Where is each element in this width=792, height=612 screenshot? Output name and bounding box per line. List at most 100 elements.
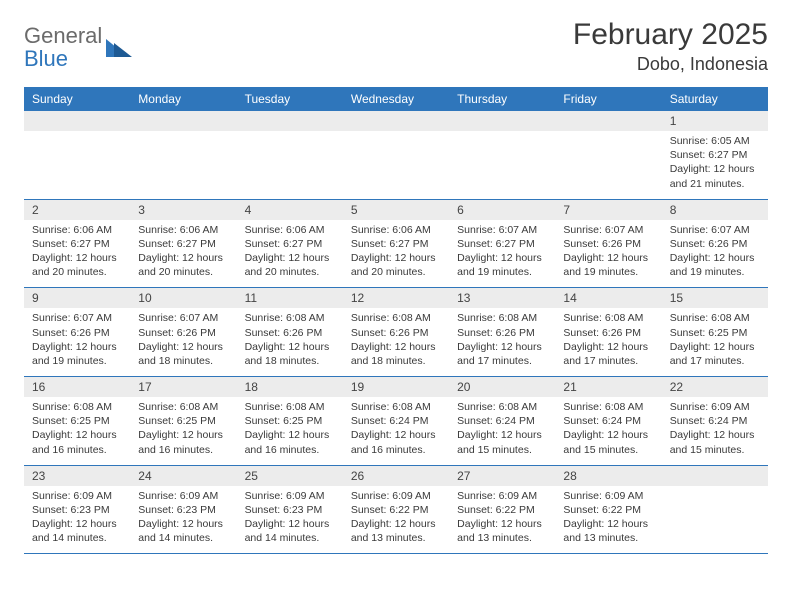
daylight-line: Daylight: 12 hours and 16 minutes. <box>138 428 230 456</box>
page-header: General Blue February 2025 Dobo, Indones… <box>24 18 768 75</box>
day-cell: Sunrise: 6:08 AMSunset: 6:26 PMDaylight:… <box>343 308 449 376</box>
sunset-line: Sunset: 6:27 PM <box>670 148 762 162</box>
weekday-header-row: Sunday Monday Tuesday Wednesday Thursday… <box>24 87 768 111</box>
logo-word-2: Blue <box>24 47 102 70</box>
calendar-grid: Sunday Monday Tuesday Wednesday Thursday… <box>24 87 768 554</box>
sunset-line: Sunset: 6:24 PM <box>351 414 443 428</box>
week-row: 232425262728Sunrise: 6:09 AMSunset: 6:23… <box>24 466 768 555</box>
sunrise-line: Sunrise: 6:06 AM <box>32 223 124 237</box>
day-number <box>343 111 449 131</box>
sunrise-line: Sunrise: 6:08 AM <box>32 400 124 414</box>
day-number: 6 <box>449 200 555 220</box>
logo-text: General Blue <box>24 24 102 70</box>
day-cell: Sunrise: 6:06 AMSunset: 6:27 PMDaylight:… <box>237 220 343 288</box>
sunrise-line: Sunrise: 6:08 AM <box>563 400 655 414</box>
day-number: 2 <box>24 200 130 220</box>
sunrise-line: Sunrise: 6:08 AM <box>670 311 762 325</box>
day-cell: Sunrise: 6:07 AMSunset: 6:26 PMDaylight:… <box>130 308 236 376</box>
day-number: 17 <box>130 377 236 397</box>
week-row: 1Sunrise: 6:05 AMSunset: 6:27 PMDaylight… <box>24 111 768 200</box>
day-cell: Sunrise: 6:07 AMSunset: 6:26 PMDaylight:… <box>662 220 768 288</box>
day-number <box>237 111 343 131</box>
sunrise-line: Sunrise: 6:09 AM <box>138 489 230 503</box>
logo-word-1: General <box>24 24 102 47</box>
sunrise-line: Sunrise: 6:07 AM <box>457 223 549 237</box>
day-cell: Sunrise: 6:09 AMSunset: 6:22 PMDaylight:… <box>343 486 449 554</box>
day-number: 15 <box>662 288 768 308</box>
sunrise-line: Sunrise: 6:08 AM <box>457 311 549 325</box>
day-cell <box>24 131 130 199</box>
day-cell: Sunrise: 6:08 AMSunset: 6:25 PMDaylight:… <box>24 397 130 465</box>
day-cell <box>343 131 449 199</box>
sunset-line: Sunset: 6:27 PM <box>457 237 549 251</box>
sunset-line: Sunset: 6:26 PM <box>138 326 230 340</box>
sunset-line: Sunset: 6:26 PM <box>670 237 762 251</box>
daynum-band: 1 <box>24 111 768 131</box>
sunrise-line: Sunrise: 6:06 AM <box>138 223 230 237</box>
day-number: 12 <box>343 288 449 308</box>
day-cell: Sunrise: 6:05 AMSunset: 6:27 PMDaylight:… <box>662 131 768 199</box>
sunrise-line: Sunrise: 6:07 AM <box>32 311 124 325</box>
sunset-line: Sunset: 6:27 PM <box>351 237 443 251</box>
day-number: 24 <box>130 466 236 486</box>
day-cell: Sunrise: 6:07 AMSunset: 6:27 PMDaylight:… <box>449 220 555 288</box>
day-cell: Sunrise: 6:09 AMSunset: 6:23 PMDaylight:… <box>237 486 343 554</box>
sunset-line: Sunset: 6:27 PM <box>245 237 337 251</box>
sunset-line: Sunset: 6:24 PM <box>457 414 549 428</box>
weeks-container: 1Sunrise: 6:05 AMSunset: 6:27 PMDaylight… <box>24 111 768 554</box>
day-cell: Sunrise: 6:06 AMSunset: 6:27 PMDaylight:… <box>24 220 130 288</box>
day-number: 23 <box>24 466 130 486</box>
daylight-line: Daylight: 12 hours and 20 minutes. <box>351 251 443 279</box>
daylight-line: Daylight: 12 hours and 15 minutes. <box>670 428 762 456</box>
logo-triangle-icon <box>106 37 132 57</box>
sunset-line: Sunset: 6:23 PM <box>138 503 230 517</box>
daylight-line: Daylight: 12 hours and 19 minutes. <box>457 251 549 279</box>
sunset-line: Sunset: 6:25 PM <box>32 414 124 428</box>
sunrise-line: Sunrise: 6:09 AM <box>32 489 124 503</box>
daylight-line: Daylight: 12 hours and 16 minutes. <box>245 428 337 456</box>
month-title: February 2025 <box>573 18 768 52</box>
daylight-line: Daylight: 12 hours and 17 minutes. <box>670 340 762 368</box>
daylight-line: Daylight: 12 hours and 20 minutes. <box>32 251 124 279</box>
day-cell <box>662 486 768 554</box>
daylight-line: Daylight: 12 hours and 18 minutes. <box>138 340 230 368</box>
sunset-line: Sunset: 6:27 PM <box>32 237 124 251</box>
day-number: 20 <box>449 377 555 397</box>
day-cell: Sunrise: 6:08 AMSunset: 6:24 PMDaylight:… <box>449 397 555 465</box>
day-number: 22 <box>662 377 768 397</box>
daylight-line: Daylight: 12 hours and 17 minutes. <box>457 340 549 368</box>
location-subtitle: Dobo, Indonesia <box>573 54 768 75</box>
title-block: February 2025 Dobo, Indonesia <box>573 18 768 75</box>
day-cell: Sunrise: 6:09 AMSunset: 6:23 PMDaylight:… <box>24 486 130 554</box>
day-number: 27 <box>449 466 555 486</box>
daylight-line: Daylight: 12 hours and 13 minutes. <box>563 517 655 545</box>
day-number <box>24 111 130 131</box>
daynum-band: 16171819202122 <box>24 377 768 397</box>
daynum-band: 2345678 <box>24 200 768 220</box>
sunset-line: Sunset: 6:24 PM <box>670 414 762 428</box>
day-cell <box>237 131 343 199</box>
daynum-band: 232425262728 <box>24 466 768 486</box>
sunset-line: Sunset: 6:26 PM <box>563 237 655 251</box>
sunrise-line: Sunrise: 6:08 AM <box>563 311 655 325</box>
daylight-line: Daylight: 12 hours and 18 minutes. <box>245 340 337 368</box>
day-cell: Sunrise: 6:07 AMSunset: 6:26 PMDaylight:… <box>555 220 661 288</box>
day-cell: Sunrise: 6:07 AMSunset: 6:26 PMDaylight:… <box>24 308 130 376</box>
sunrise-line: Sunrise: 6:08 AM <box>245 400 337 414</box>
daylight-line: Daylight: 12 hours and 14 minutes. <box>245 517 337 545</box>
day-number: 10 <box>130 288 236 308</box>
sunrise-line: Sunrise: 6:07 AM <box>670 223 762 237</box>
sunrise-line: Sunrise: 6:09 AM <box>670 400 762 414</box>
daylight-line: Daylight: 12 hours and 19 minutes. <box>670 251 762 279</box>
sunset-line: Sunset: 6:25 PM <box>138 414 230 428</box>
day-cell: Sunrise: 6:08 AMSunset: 6:24 PMDaylight:… <box>343 397 449 465</box>
sunrise-line: Sunrise: 6:06 AM <box>245 223 337 237</box>
day-cell: Sunrise: 6:06 AMSunset: 6:27 PMDaylight:… <box>343 220 449 288</box>
weekday-header: Saturday <box>662 87 768 111</box>
day-cell: Sunrise: 6:08 AMSunset: 6:26 PMDaylight:… <box>449 308 555 376</box>
sunset-line: Sunset: 6:24 PM <box>563 414 655 428</box>
sunset-line: Sunset: 6:27 PM <box>138 237 230 251</box>
daylight-line: Daylight: 12 hours and 17 minutes. <box>563 340 655 368</box>
sunset-line: Sunset: 6:26 PM <box>32 326 124 340</box>
sunrise-line: Sunrise: 6:07 AM <box>138 311 230 325</box>
